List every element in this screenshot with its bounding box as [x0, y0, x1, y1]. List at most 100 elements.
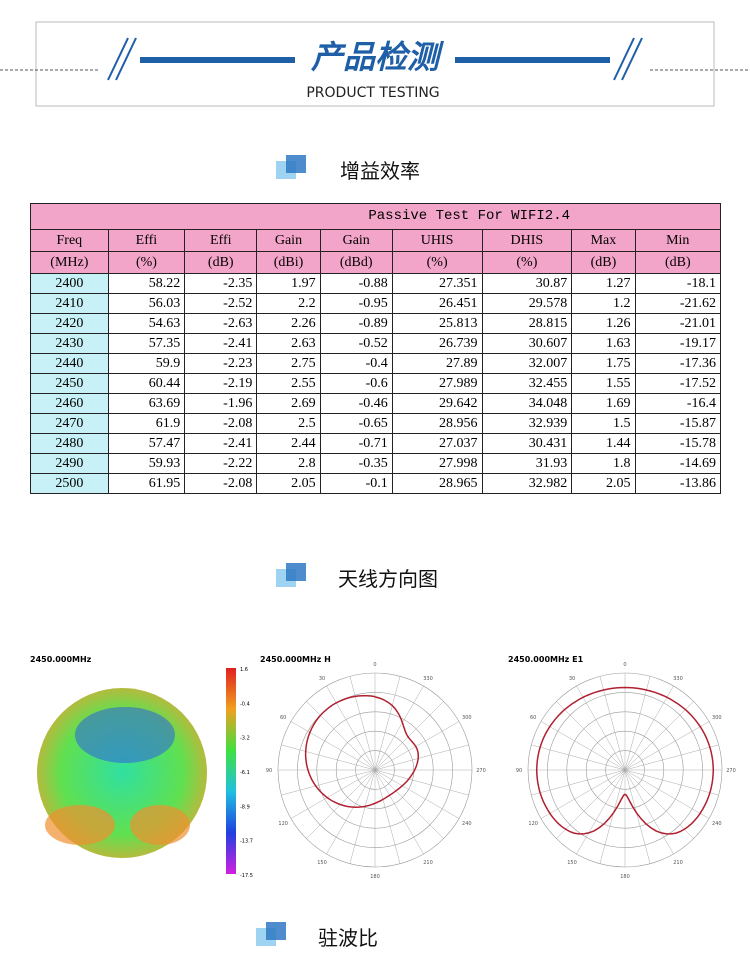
data-row: 2480 57.47 -2.41 2.44 -0.71 27.037 30.431 1.44-… [30, 433, 722, 454]
cell: -0.6 [319, 373, 393, 394]
angle-label: 150 [567, 860, 577, 866]
cell: -16.4 [634, 393, 722, 414]
cell: -2.08 [184, 473, 258, 494]
cell: -18.1 [634, 273, 722, 294]
cell: 2400 [30, 273, 109, 294]
polar-spoke [624, 769, 651, 864]
cell: 29.642 [391, 393, 483, 414]
polar-spoke [374, 744, 469, 771]
icon [256, 922, 286, 946]
data-row: 2430 57.35 -2.41 2.63 -0.52 26.739 30.607 1.63-… [30, 333, 722, 354]
polar-spoke [290, 769, 376, 819]
cell: 28.965 [391, 473, 483, 494]
data-row: 2460 63.69 -1.96 2.69 -0.46 29.642 34.048 1.69-… [30, 393, 722, 414]
polar-spoke [290, 721, 376, 771]
cell: 2.2 [256, 293, 321, 314]
data-row: 2490 59.93 -2.22 2.8 -0.35 27.998 31.93 1.8 -14.… [30, 453, 722, 474]
cell: 2470 [30, 413, 109, 434]
angle-label: 300 [462, 715, 472, 721]
cell: 32.007 [481, 353, 573, 374]
header-row: Freq Effi Effi Gain Gain UHIS DHIS Max Min [30, 229, 722, 252]
angle-label: 330 [423, 676, 433, 682]
cell: -0.4 [319, 353, 393, 374]
angle-label: 300 [712, 715, 722, 721]
cell: -2.08 [184, 413, 258, 434]
polar-spoke [374, 721, 460, 771]
polar-spoke [624, 701, 694, 771]
colorbar-label: -8.9 [240, 804, 250, 810]
data-row: 2440 59.9 -2.23 2.75 -0.4 27.89 32.007 1.75 -17.… [30, 353, 722, 374]
cell: 2.55 [256, 373, 321, 394]
angle-label: 120 [528, 821, 538, 827]
polar-spoke [326, 685, 376, 771]
column-header: (%) [107, 251, 186, 274]
cell: 1.5 [571, 413, 636, 434]
section-title: 驻波比 [318, 926, 378, 950]
cell: -2.41 [184, 433, 258, 454]
cell: 57.35 [107, 333, 186, 354]
colorbar-label: -13.7 [240, 839, 253, 845]
polar-spoke [624, 676, 651, 771]
cell: 25.813 [391, 313, 483, 334]
cell: 61.95 [107, 473, 186, 494]
column-header: (dB) [571, 251, 636, 274]
polar-spoke [349, 769, 376, 864]
data-row: 2470 61.9 -2.08 2.5 -0.65 28.956 32.939 1.5 -15.… [30, 413, 722, 434]
polar-spoke [599, 769, 626, 864]
polar-spoke [374, 769, 424, 855]
cell: 2.05 [571, 473, 636, 494]
column-header: Effi [184, 229, 258, 252]
3d-pattern [75, 707, 175, 763]
section-title: 天线方向图 [338, 567, 438, 591]
polar-spoke [624, 769, 719, 796]
data-row: 2500 61.95 -2.08 2.05 -0.1 28.965 32.982 2.05 -1… [30, 473, 722, 494]
cell: -1.96 [184, 393, 258, 414]
cell: 61.9 [107, 413, 186, 434]
polar-spoke [281, 744, 376, 771]
colorbar-label: -6.1 [240, 770, 250, 776]
polar-spoke [624, 769, 694, 839]
polar-spoke [374, 676, 401, 771]
cell: 2500 [30, 473, 109, 494]
column-header: (MHz) [30, 251, 109, 274]
cell: 32.455 [481, 373, 573, 394]
cell: 2460 [30, 393, 109, 414]
bar [455, 57, 610, 63]
cell: 59.9 [107, 353, 186, 374]
patterns: 2450.000MHz 2450.000MHz H 2450.000MHz E1… [30, 655, 736, 880]
polar-spoke [531, 744, 626, 771]
cell: -14.69 [634, 453, 722, 474]
polar-spoke [281, 769, 376, 796]
cell: -0.46 [319, 393, 393, 414]
cell: 27.037 [391, 433, 483, 454]
angle-label: 180 [620, 874, 630, 880]
colorbar-label: -0.4 [240, 701, 250, 707]
cell: 2410 [30, 293, 109, 314]
cell: 2.69 [256, 393, 321, 414]
cell: 2.63 [256, 333, 321, 354]
slash [621, 37, 643, 81]
header-title: 产品检测 [310, 38, 445, 76]
cell: 29.578 [481, 293, 573, 314]
polar-spoke [349, 676, 376, 771]
cell: 34.048 [481, 393, 573, 414]
column-header: (dB) [184, 251, 258, 274]
cell: -15.87 [634, 413, 722, 434]
cell: -0.95 [319, 293, 393, 314]
column-header: (%) [481, 251, 573, 274]
cell: 59.93 [107, 453, 186, 474]
polar-spoke [576, 769, 626, 855]
cell: -2.41 [184, 333, 258, 354]
data-row: 2450 60.44 -2.19 2.55 -0.6 27.989 32.455 1.55 -1… [30, 373, 722, 394]
header-frame [35, 21, 715, 107]
colorbar-label: -17.5 [240, 873, 253, 879]
column-header: Freq [30, 229, 109, 252]
cell: 60.44 [107, 373, 186, 394]
pattern-label: 2450.000MHz H [260, 655, 331, 664]
angle-label: 90 [266, 768, 272, 774]
cell: -0.89 [319, 313, 393, 334]
cell: 1.2 [571, 293, 636, 314]
polar-spoke [624, 744, 719, 771]
slash [107, 37, 129, 81]
column-header: (%) [391, 251, 483, 274]
